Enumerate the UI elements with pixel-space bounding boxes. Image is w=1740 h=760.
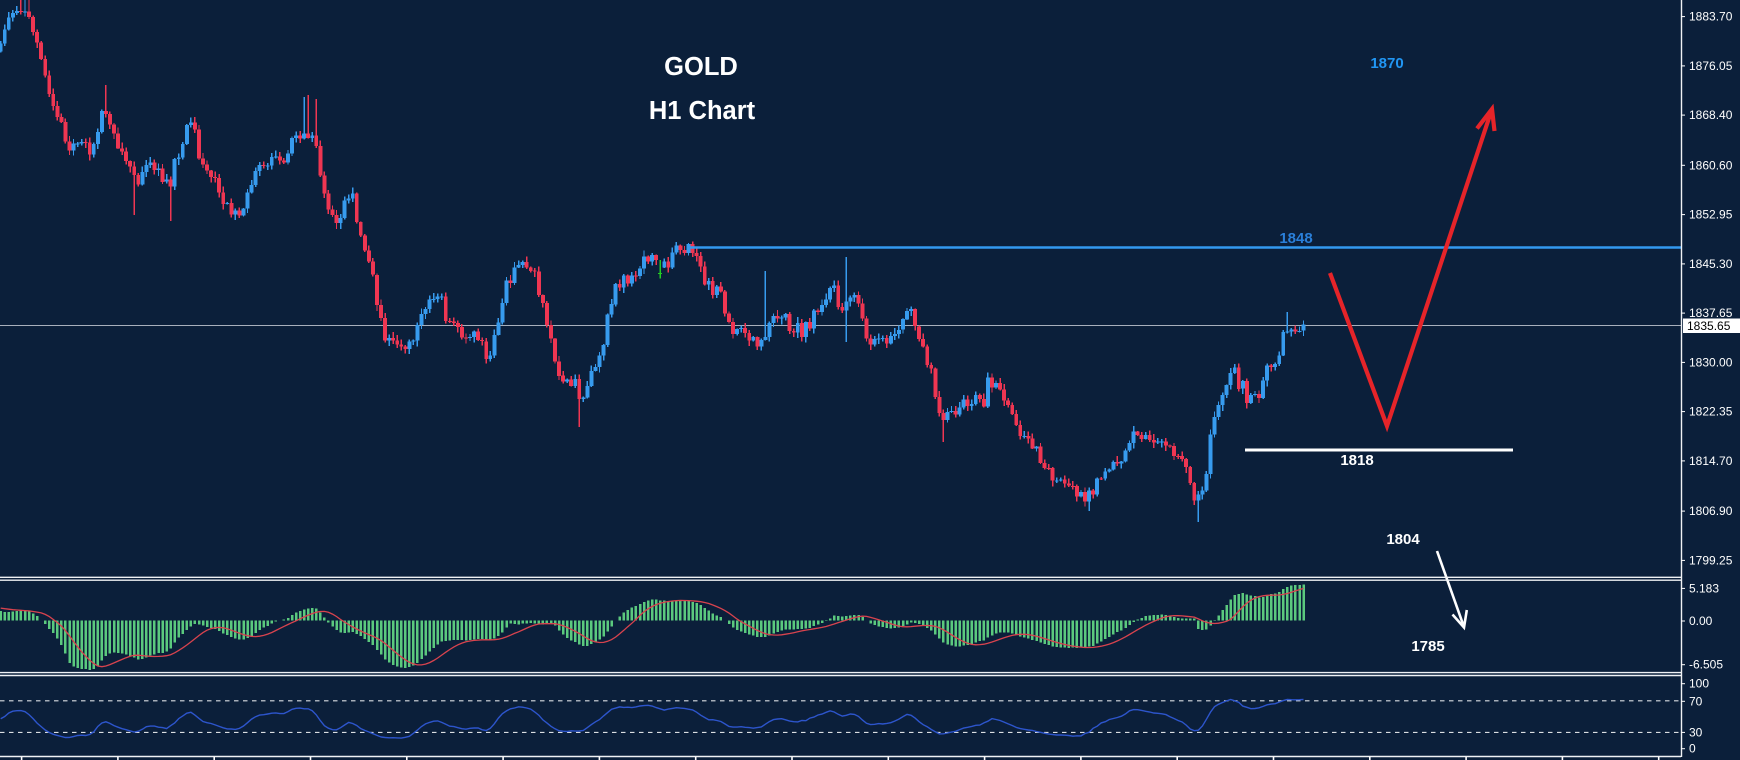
svg-text:1818: 1818 xyxy=(1340,452,1373,469)
svg-text:5.183: 5.183 xyxy=(1689,581,1719,595)
svg-text:0.00: 0.00 xyxy=(1689,614,1713,628)
svg-text:1870: 1870 xyxy=(1370,55,1403,72)
svg-text:1799.25: 1799.25 xyxy=(1689,553,1733,567)
svg-text:H1 Chart: H1 Chart xyxy=(649,97,756,125)
svg-text:70: 70 xyxy=(1689,694,1703,708)
svg-text:1848: 1848 xyxy=(1279,230,1312,247)
svg-text:1837.65: 1837.65 xyxy=(1689,306,1733,320)
svg-text:30: 30 xyxy=(1689,725,1703,739)
svg-text:1804: 1804 xyxy=(1386,531,1420,548)
svg-text:1883.70: 1883.70 xyxy=(1689,10,1733,24)
svg-text:1868.40: 1868.40 xyxy=(1689,108,1733,122)
svg-text:0: 0 xyxy=(1689,742,1696,756)
svg-text:GOLD: GOLD xyxy=(664,53,738,81)
svg-text:1860.60: 1860.60 xyxy=(1689,158,1733,172)
svg-text:1830.00: 1830.00 xyxy=(1689,355,1733,369)
svg-text:1822.35: 1822.35 xyxy=(1689,405,1733,419)
svg-text:1835.65: 1835.65 xyxy=(1687,319,1731,333)
svg-text:1876.05: 1876.05 xyxy=(1689,59,1733,73)
svg-text:1785: 1785 xyxy=(1411,638,1444,655)
svg-text:1845.30: 1845.30 xyxy=(1689,257,1733,271)
svg-text:1852.95: 1852.95 xyxy=(1689,208,1733,222)
svg-text:100: 100 xyxy=(1689,677,1709,691)
svg-text:-6.505: -6.505 xyxy=(1689,658,1723,672)
svg-text:1814.70: 1814.70 xyxy=(1689,454,1733,468)
svg-text:1806.90: 1806.90 xyxy=(1689,504,1733,518)
